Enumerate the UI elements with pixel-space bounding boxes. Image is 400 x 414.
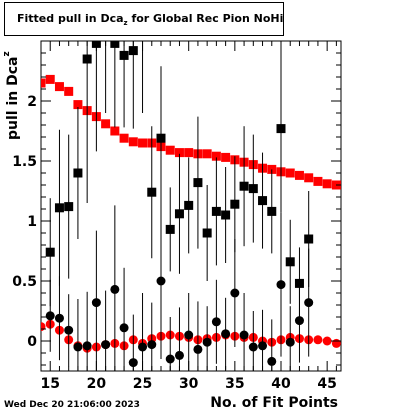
- square-marker: [193, 178, 203, 188]
- x-tick-label: 30: [179, 376, 199, 392]
- y-axis-label: pull in Dcaz: [2, 51, 21, 140]
- square-marker: [41, 78, 46, 88]
- square-marker: [211, 206, 221, 216]
- circle-marker: [156, 276, 166, 286]
- circle-marker: [128, 358, 138, 368]
- square-marker: [165, 224, 175, 234]
- circle-marker: [276, 280, 286, 290]
- circle-marker: [267, 356, 277, 366]
- circle-marker: [331, 338, 341, 348]
- y-tick-label: 0: [27, 334, 37, 350]
- circle-marker: [304, 298, 314, 308]
- square-marker: [156, 133, 166, 143]
- square-marker: [221, 210, 231, 220]
- square-marker: [285, 257, 295, 267]
- circle-marker: [230, 288, 240, 298]
- square-marker: [239, 181, 249, 191]
- y-tick-label: 0.5: [12, 274, 37, 290]
- title-sub: z: [123, 19, 128, 28]
- title-rest: for Global Rec Pion NoHits: [127, 12, 284, 25]
- circle-marker: [184, 330, 194, 340]
- circle-marker: [119, 323, 129, 333]
- circle-marker: [110, 284, 120, 294]
- x-tick-label: 20: [87, 376, 107, 392]
- timestamp: Wed Dec 20 21:06:00 2023: [4, 400, 140, 410]
- circle-marker: [45, 311, 55, 321]
- x-tick-label: 35: [225, 376, 244, 392]
- square-marker: [64, 202, 74, 212]
- y-tick-label: 1.5: [12, 154, 37, 170]
- x-tick-label: 40: [271, 376, 291, 392]
- square-marker: [138, 138, 148, 148]
- square-marker: [147, 187, 157, 197]
- square-marker: [64, 86, 74, 96]
- square-marker: [258, 196, 268, 206]
- square-marker: [248, 184, 258, 194]
- square-marker: [54, 82, 64, 92]
- circle-marker: [221, 329, 231, 339]
- square-marker: [110, 126, 120, 136]
- square-marker: [304, 173, 314, 183]
- square-marker: [128, 137, 138, 147]
- square-marker: [221, 152, 231, 162]
- square-marker: [45, 74, 55, 84]
- x-tick-label: 45: [317, 376, 336, 392]
- chart-title: Fitted pull in Dcaz for Global Rec Pion …: [4, 2, 284, 36]
- square-marker: [119, 133, 129, 143]
- circle-marker: [248, 342, 258, 352]
- square-marker: [184, 200, 194, 210]
- circle-marker: [202, 337, 212, 347]
- circle-marker: [285, 337, 295, 347]
- circle-marker: [174, 350, 184, 360]
- square-marker: [174, 209, 184, 219]
- square-marker: [267, 206, 277, 216]
- circle-marker: [64, 325, 74, 335]
- square-marker: [165, 145, 175, 155]
- square-marker: [313, 176, 323, 186]
- square-marker: [128, 46, 138, 56]
- square-marker: [54, 203, 64, 213]
- square-marker: [174, 148, 184, 158]
- x-axis-label: No. of Fit Points: [210, 395, 338, 411]
- square-marker: [285, 168, 295, 178]
- square-marker: [202, 149, 212, 159]
- square-marker: [304, 234, 314, 244]
- circle-marker: [294, 316, 304, 326]
- square-marker: [73, 100, 83, 110]
- circle-marker: [73, 342, 83, 352]
- circle-marker: [211, 317, 221, 327]
- square-marker: [184, 148, 194, 158]
- circle-marker: [82, 341, 92, 351]
- circle-marker: [239, 330, 249, 340]
- circle-marker: [165, 354, 175, 364]
- circle-marker: [138, 342, 148, 352]
- circle-marker: [147, 340, 157, 350]
- axes: 15 20 25 30 35 40 45 0 0.5 1 1.5 2: [12, 40, 341, 392]
- circle-marker: [54, 313, 64, 323]
- square-marker: [82, 54, 92, 64]
- square-marker: [294, 170, 304, 180]
- circle-marker: [322, 336, 332, 346]
- x-tick-label: 25: [133, 376, 152, 392]
- square-marker: [119, 50, 129, 60]
- square-marker: [230, 199, 240, 209]
- square-marker: [322, 179, 332, 189]
- square-marker: [211, 151, 221, 161]
- circle-marker: [193, 344, 203, 354]
- y-tick-label: 2: [27, 94, 37, 110]
- square-marker: [73, 168, 83, 178]
- square-marker: [276, 124, 286, 134]
- y-tick-label: 1: [27, 214, 37, 230]
- title-main: Fitted pull in Dca: [17, 12, 124, 25]
- square-marker: [45, 247, 55, 257]
- square-marker: [101, 119, 111, 129]
- circle-marker: [91, 298, 101, 308]
- x-tick-label: 15: [40, 376, 59, 392]
- circle-marker: [258, 341, 268, 351]
- circle-marker: [101, 340, 111, 350]
- circle-marker: [313, 335, 323, 345]
- circle-marker: [41, 322, 46, 332]
- square-marker: [202, 228, 212, 238]
